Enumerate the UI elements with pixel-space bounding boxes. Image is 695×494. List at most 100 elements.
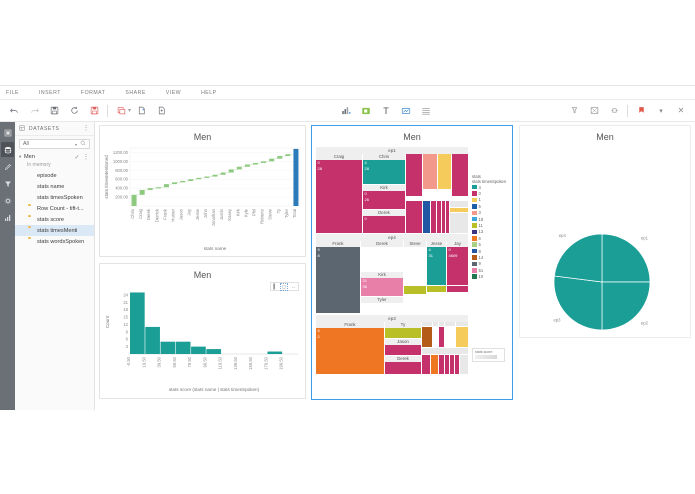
zoom-tool-icon[interactable]: ↔ — [291, 283, 296, 290]
treemap-legend-item[interactable]: 13 — [472, 229, 512, 235]
treemap-cell-body[interactable] — [361, 303, 403, 313]
treemap-cell[interactable]: Jason — [385, 339, 421, 355]
add-text-icon[interactable]: T — [383, 105, 389, 116]
treemap-cell[interactable] — [446, 201, 449, 233]
treemap-cell[interactable] — [452, 154, 468, 196]
treemap-cell[interactable] — [406, 201, 422, 233]
add-shape-icon[interactable] — [396, 101, 416, 121]
treemap-cell[interactable]: Chris 4 28 — [363, 154, 405, 184]
treemap-cell[interactable] — [438, 154, 451, 189]
treemap-cell[interactable] — [433, 327, 438, 347]
treemap-cell-body[interactable]: 0 26 — [363, 191, 405, 209]
sidebar-field-stats-score[interactable]: stats score — [15, 214, 94, 225]
rail-item-settings[interactable] — [1, 193, 14, 208]
treemap-cell[interactable] — [431, 201, 436, 233]
treemap-cell[interactable] — [450, 208, 468, 212]
chevron-down-icon[interactable]: ▾ — [74, 141, 77, 147]
treemap-plot[interactable]: ep1 Craig 0 28 Chris 4 28 Kirk 0 26 Derek 0 ep4 Frank… — [316, 147, 468, 395]
pan-tool-icon[interactable]: ▌ — [273, 283, 277, 290]
datasets-menu-button[interactable]: ⋮ — [82, 125, 90, 132]
treemap-cell[interactable]: Derek — [385, 356, 421, 374]
treemap-cell-body[interactable]: 4 31 — [427, 247, 446, 285]
filter-icon[interactable] — [564, 101, 584, 121]
treemap-cell[interactable]: Frank 9 8 — [316, 241, 360, 313]
search-input[interactable]: All ▾ — [19, 139, 90, 149]
treemap-legend-item[interactable]: 51 — [472, 267, 512, 273]
waterfall-chart-card[interactable]: Men 200.00 400.00 600.00 800.00 1000.00 1200.… — [99, 125, 306, 257]
sidebar-field-stats-name[interactable]: stats name — [15, 181, 94, 192]
waterfall-chart-plot[interactable]: 200.00 400.00 600.00 800.00 1000.00 1200.00 Ch… — [100, 142, 305, 254]
treemap-legend-item[interactable]: 11 — [472, 222, 512, 228]
add-image-icon[interactable] — [356, 101, 376, 121]
treemap-legend-item[interactable]: 18 — [472, 216, 512, 222]
treemap-legend-item[interactable]: 0 — [472, 190, 512, 196]
add-table-icon[interactable] — [416, 101, 436, 121]
sidebar-field-row-count[interactable]: Row Count - tift-t... — [15, 203, 94, 214]
bookmark-icon[interactable] — [631, 101, 651, 121]
treemap-cell[interactable] — [445, 322, 455, 326]
save-as-icon[interactable] — [84, 101, 104, 121]
search-icon[interactable] — [80, 140, 86, 148]
dataset-node-men[interactable]: ▾ Men ✓ ⋮ — [15, 152, 94, 162]
treemap-cell-body[interactable] — [385, 328, 421, 338]
sidebar-field-stats-timesspoken[interactable]: stats timesSpoken — [15, 192, 94, 203]
fullscreen-icon[interactable] — [584, 101, 604, 121]
pie-chart-plot[interactable]: ep1 ep2 ep3 ep4 — [520, 142, 690, 332]
treemap-cell[interactable] — [447, 286, 468, 292]
treemap-legend-item[interactable]: 8 — [472, 248, 512, 254]
refresh-icon[interactable] — [64, 101, 84, 121]
histogram-chart-plot[interactable]: 3 6 9 12 15 18 21 24 -0.50 19.50 39.50 59.50 79.50 99… — [100, 280, 305, 396]
menu-item-insert[interactable]: INSERT — [38, 89, 61, 96]
menu-item-format[interactable]: FORMAT — [80, 89, 106, 96]
treemap-cell[interactable] — [460, 355, 468, 374]
treemap-cell[interactable]: Derek 0 — [363, 210, 405, 233]
sidebar-field-stats-wordsspoken[interactable]: stats wordsSpoken — [15, 236, 94, 247]
treemap-cell[interactable]: Jay 0 4609 — [447, 241, 468, 285]
treemap-cell[interactable] — [439, 327, 444, 347]
rail-item-filter[interactable] — [1, 176, 14, 191]
treemap-cell[interactable] — [422, 327, 432, 347]
treemap-chart-card[interactable]: Men ep1 Craig 0 28 Chris 4 28 Kirk 0 26 Derek 0 ep4 F… — [311, 125, 513, 400]
treemap-cell[interactable]: Jesse 4 31 — [427, 241, 446, 285]
redo-icon[interactable] — [24, 101, 44, 121]
rail-item-layout[interactable] — [1, 125, 14, 140]
chevron-down-icon[interactable]: ▾ — [659, 107, 663, 115]
treemap-cell-body[interactable]: 0 4609 — [447, 247, 468, 285]
treemap-cell-body[interactable] — [361, 247, 403, 271]
treemap-cell[interactable] — [450, 355, 454, 374]
treemap-cell[interactable] — [442, 201, 445, 233]
dataset-menu-button[interactable]: ⋮ — [82, 153, 90, 161]
treemap-cell[interactable] — [406, 154, 422, 196]
treemap-cell[interactable]: Steve — [404, 241, 426, 271]
treemap-cell[interactable] — [423, 154, 437, 189]
treemap-cell[interactable] — [456, 327, 468, 347]
treemap-legend-item[interactable]: 9 — [472, 261, 512, 267]
histogram-chart-card[interactable]: Men ▌ ◻ ↔ 3 6 9 12 15 18 21 24 -0.50 19.50 39.50 59… — [99, 263, 306, 399]
save-icon[interactable] — [44, 101, 64, 121]
treemap-legend-item[interactable]: 3 — [472, 210, 512, 216]
treemap-cell[interactable] — [431, 355, 438, 374]
add-page-icon[interactable] — [151, 101, 171, 121]
treemap-legend-item[interactable]: 6 — [472, 235, 512, 241]
treemap-cell[interactable]: Frank 6 2 — [316, 322, 384, 374]
treemap-cell-body[interactable] — [385, 362, 421, 374]
pie-chart-card[interactable]: Men ep1 ep2 ep3 ep4 — [519, 125, 691, 338]
menu-item-share[interactable]: SHARE — [125, 89, 146, 96]
new-sheet-icon[interactable] — [131, 101, 151, 121]
select-tool-icon[interactable]: ◻ — [279, 282, 288, 291]
treemap-cell[interactable] — [439, 355, 444, 374]
treemap-cell[interactable]: Kirk 21 36 — [361, 272, 403, 296]
treemap-cell[interactable] — [437, 201, 441, 233]
treemap-legend-item[interactable]: 5 — [472, 203, 512, 209]
treemap-cell[interactable] — [404, 295, 468, 313]
rail-item-charts[interactable] — [1, 210, 14, 225]
treemap-cell-body[interactable] — [385, 345, 421, 355]
chevron-down-icon[interactable]: ▾ — [19, 154, 22, 159]
treemap-cell[interactable]: Tyler — [361, 297, 403, 313]
treemap-cell-body[interactable]: 4 28 — [363, 160, 405, 184]
treemap-cell[interactable] — [445, 327, 455, 347]
treemap-cell[interactable] — [427, 286, 446, 292]
treemap-cell[interactable] — [450, 213, 468, 233]
